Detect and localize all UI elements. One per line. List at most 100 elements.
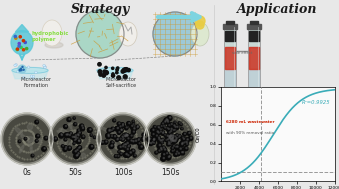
Circle shape	[139, 145, 143, 149]
Circle shape	[181, 137, 184, 139]
Circle shape	[14, 35, 16, 38]
Bar	[223, 24, 237, 29]
Point	[70, 141, 76, 144]
Circle shape	[23, 69, 24, 70]
Point	[16, 131, 21, 134]
Circle shape	[21, 70, 22, 71]
Circle shape	[24, 41, 26, 43]
Circle shape	[167, 141, 170, 144]
Circle shape	[110, 135, 113, 138]
Point	[178, 129, 183, 132]
Point	[55, 142, 60, 145]
Circle shape	[49, 113, 101, 165]
Point	[121, 142, 127, 145]
Circle shape	[176, 152, 180, 156]
Circle shape	[179, 122, 180, 123]
Point	[56, 147, 62, 150]
Circle shape	[60, 133, 62, 136]
Circle shape	[123, 135, 126, 139]
Circle shape	[163, 126, 166, 129]
Point	[173, 134, 178, 137]
Circle shape	[44, 148, 45, 149]
Circle shape	[106, 135, 110, 139]
Point	[165, 139, 171, 142]
Point	[25, 150, 31, 153]
Point	[178, 144, 183, 147]
Point	[25, 143, 30, 146]
Circle shape	[149, 142, 153, 146]
Point	[71, 142, 77, 145]
Circle shape	[167, 135, 168, 136]
Circle shape	[64, 146, 67, 149]
Point	[174, 125, 179, 128]
Point	[129, 126, 135, 129]
Circle shape	[174, 129, 176, 131]
Circle shape	[161, 156, 165, 161]
Circle shape	[72, 136, 75, 139]
Point	[72, 136, 77, 139]
Point	[173, 138, 178, 141]
Point	[15, 144, 20, 147]
Point	[8, 148, 14, 151]
Circle shape	[171, 150, 174, 153]
Point	[117, 122, 123, 125]
Point	[132, 144, 137, 147]
Point	[141, 134, 146, 137]
Circle shape	[172, 137, 174, 138]
Point	[166, 140, 171, 143]
Point	[157, 152, 162, 155]
Point	[21, 140, 26, 143]
Point	[167, 141, 172, 144]
Point	[77, 157, 82, 160]
Point	[163, 147, 168, 150]
Point	[32, 138, 37, 141]
Point	[123, 149, 128, 152]
Point	[69, 139, 75, 142]
Point	[55, 134, 60, 137]
Circle shape	[126, 135, 127, 136]
Point	[63, 133, 69, 136]
Circle shape	[98, 70, 102, 74]
Circle shape	[76, 134, 80, 138]
Point	[21, 150, 27, 153]
Point	[165, 139, 171, 143]
Circle shape	[122, 136, 124, 139]
Point	[187, 142, 192, 145]
Point	[30, 132, 36, 135]
Circle shape	[109, 129, 112, 132]
Circle shape	[104, 140, 108, 144]
Circle shape	[44, 66, 46, 69]
Circle shape	[121, 124, 124, 128]
Point	[170, 131, 175, 134]
Circle shape	[124, 68, 128, 72]
Circle shape	[181, 127, 183, 130]
Point	[187, 136, 193, 139]
Circle shape	[73, 117, 75, 119]
Point	[20, 139, 26, 142]
Point	[166, 137, 172, 140]
Point	[14, 137, 19, 140]
Circle shape	[167, 153, 168, 154]
Point	[161, 155, 167, 158]
Circle shape	[77, 139, 80, 143]
Point	[36, 127, 41, 130]
Circle shape	[170, 135, 171, 136]
Text: 6280 mL wastewater: 6280 mL wastewater	[226, 120, 274, 124]
Circle shape	[118, 125, 122, 129]
Circle shape	[167, 155, 171, 158]
Circle shape	[174, 136, 178, 141]
Circle shape	[112, 142, 113, 143]
Point	[71, 157, 77, 160]
Point	[26, 121, 32, 124]
Circle shape	[117, 131, 121, 134]
Text: Strategy: Strategy	[71, 3, 129, 16]
Circle shape	[127, 148, 128, 149]
Point	[74, 143, 79, 146]
Circle shape	[147, 137, 152, 142]
Point	[27, 143, 33, 146]
Circle shape	[171, 140, 175, 143]
Point	[71, 129, 76, 132]
Circle shape	[122, 125, 123, 126]
Circle shape	[116, 71, 118, 74]
Circle shape	[174, 153, 178, 156]
